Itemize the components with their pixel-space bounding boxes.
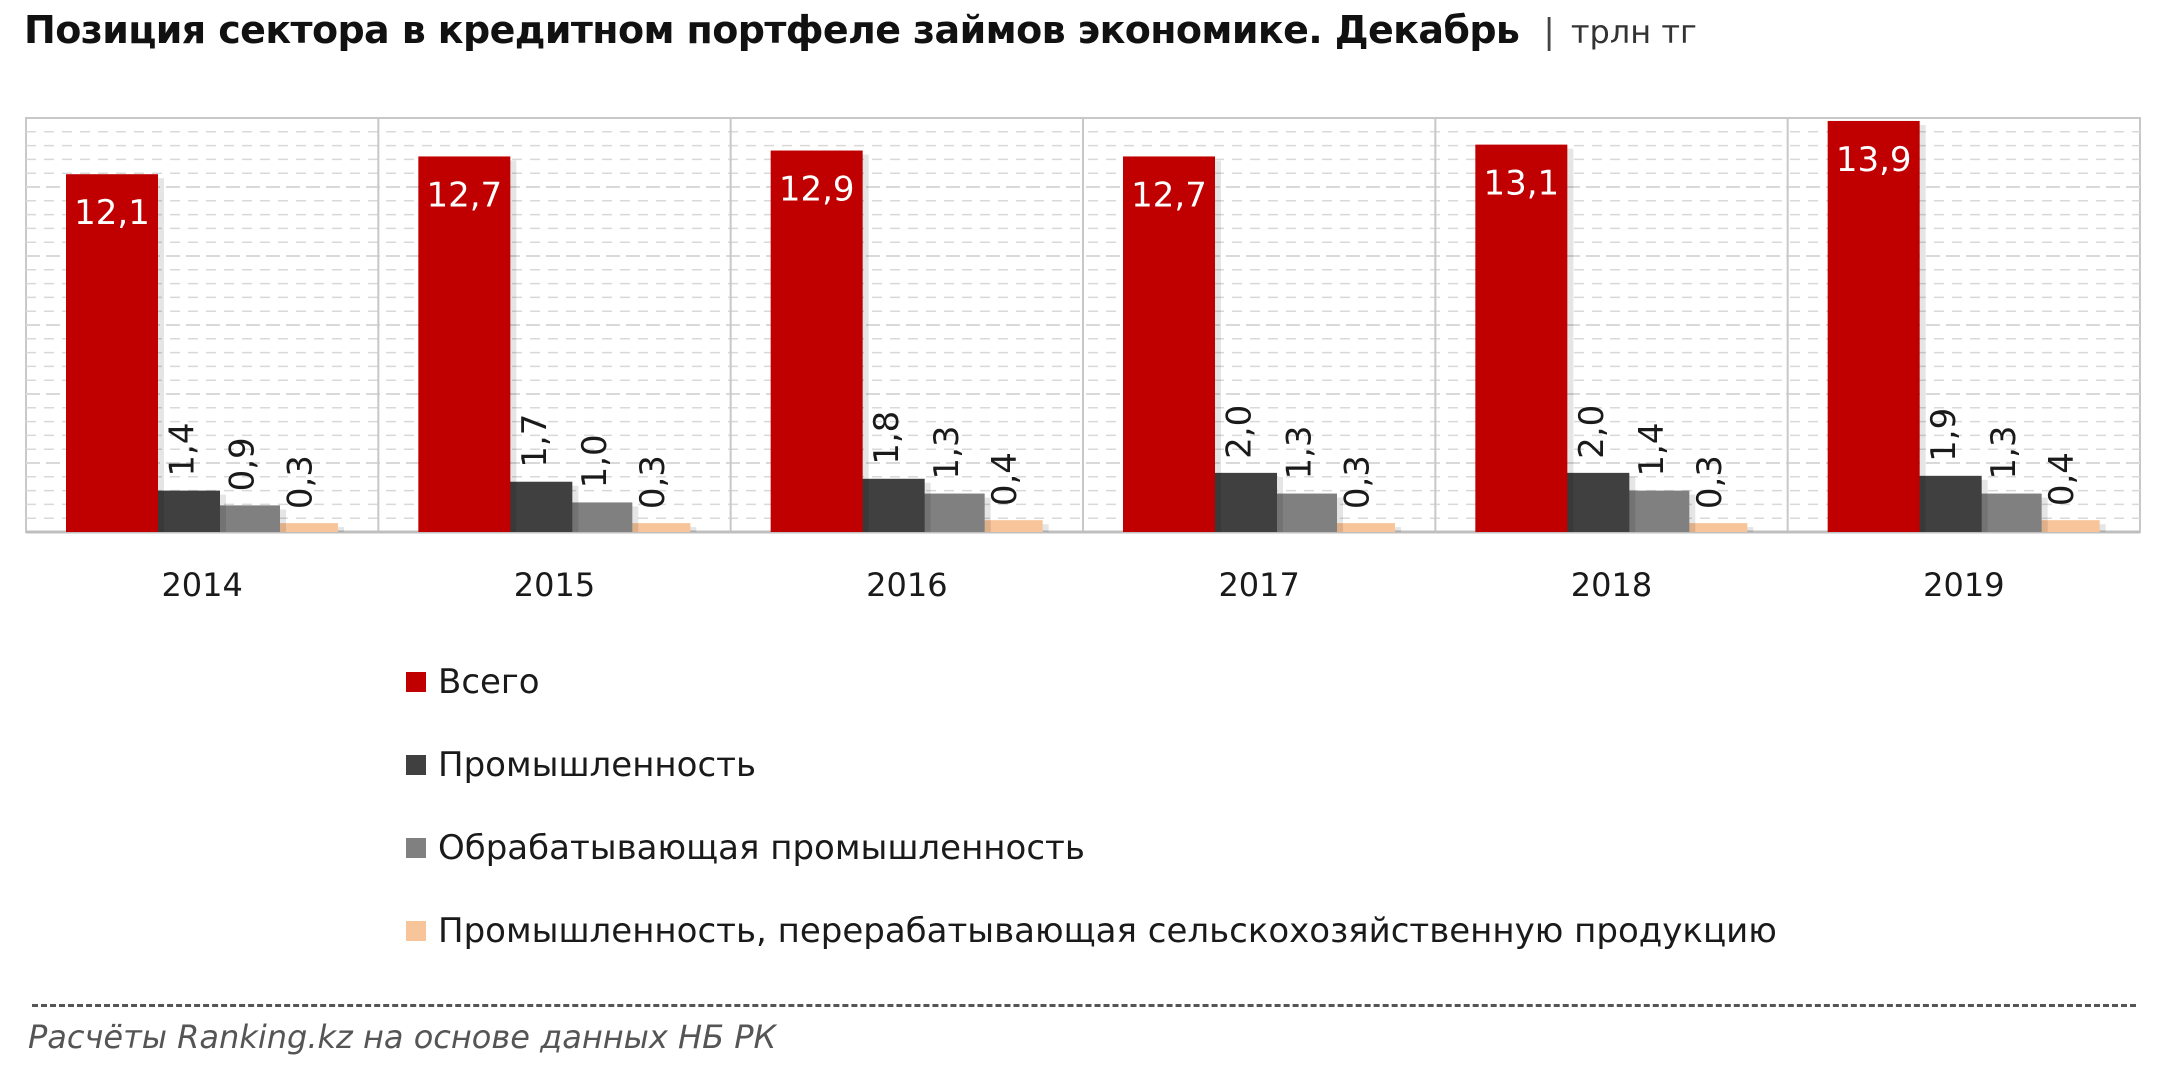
data-label-agro-processing: 0,4 <box>985 452 1025 506</box>
bar-total <box>770 150 863 532</box>
bar-total <box>66 174 158 532</box>
data-label-industry: 2,0 <box>1572 405 1612 459</box>
legend-label-agro-processing: Промышленность, перерабатывающая сельско… <box>438 910 1777 951</box>
legend-item-manufacturing: Обрабатывающая промышленность <box>406 806 1777 889</box>
legend-item-agro-processing: Промышленность, перерабатывающая сельско… <box>406 889 1777 972</box>
x-tick-label: 2018 <box>1571 566 1652 600</box>
legend-swatch-industry <box>406 754 426 775</box>
legend-label-total: Всего <box>438 661 540 702</box>
bar-agro-processing <box>594 523 691 532</box>
data-label-manufacturing: 1,4 <box>1632 423 1672 477</box>
bar-agro-processing <box>1299 523 1395 532</box>
legend-item-industry: Промышленность <box>406 723 1777 806</box>
unit-label: трлн тг <box>1570 13 1697 51</box>
data-label-manufacturing: 1,3 <box>927 425 967 479</box>
chart-legend: Всего Промышленность Обрабатывающая пром… <box>406 640 1777 972</box>
legend-label-industry: Промышленность <box>438 744 757 785</box>
data-label-manufacturing: 1,0 <box>575 434 615 488</box>
bar-agro-processing <box>946 520 1043 532</box>
legend-swatch-manufacturing <box>406 837 426 858</box>
x-tick-label: 2019 <box>1923 566 2004 600</box>
x-tick-label: 2016 <box>866 566 947 600</box>
bar-total <box>1123 156 1215 532</box>
data-label-total: 12,7 <box>426 175 502 215</box>
legend-swatch-total <box>406 671 426 692</box>
bar-agro-processing <box>1651 523 1748 532</box>
source-note: Расчёты Ranking.kz на основе данных НБ Р… <box>28 1018 777 1056</box>
bar-total <box>1827 120 1920 532</box>
bar-agro-processing <box>2003 520 2100 532</box>
bar-total <box>418 156 511 532</box>
chart-title: Позиция сектора в кредитном портфеле зай… <box>24 8 1520 52</box>
data-label-agro-processing: 0,4 <box>2042 452 2082 506</box>
x-tick-label: 2017 <box>1218 566 1299 600</box>
data-label-industry: 1,8 <box>867 411 907 465</box>
data-label-industry: 1,7 <box>515 414 555 468</box>
x-tick-label: 2014 <box>161 566 242 600</box>
bar-agro-processing <box>242 523 338 532</box>
x-tick-label: 2015 <box>514 566 595 600</box>
data-label-agro-processing: 0,3 <box>1690 455 1730 509</box>
data-label-manufacturing: 1,3 <box>1280 425 1320 479</box>
data-label-manufacturing: 0,9 <box>223 437 263 491</box>
data-label-total: 12,1 <box>74 193 150 233</box>
data-label-agro-processing: 0,3 <box>633 455 673 509</box>
title-separator: | <box>1543 12 1555 52</box>
footer-divider <box>32 1004 2136 1007</box>
data-label-industry: 1,9 <box>1924 408 1964 462</box>
data-label-agro-processing: 0,3 <box>281 455 321 509</box>
data-label-total: 12,9 <box>779 170 855 210</box>
data-label-total: 13,9 <box>1836 140 1912 180</box>
bar-chart: 12,1 1,4 0,9 0,3 2014 12,7 1,7 1,0 0,3 2015 12,9 1,… <box>25 117 2141 600</box>
legend-item-total: Всего <box>406 640 1777 723</box>
data-label-manufacturing: 1,3 <box>1984 425 2024 479</box>
legend-label-manufacturing: Обрабатывающая промышленность <box>438 827 1085 868</box>
bar-total <box>1475 144 1568 532</box>
data-label-industry: 1,4 <box>163 423 203 477</box>
data-label-total: 13,1 <box>1483 164 1559 204</box>
data-label-agro-processing: 0,3 <box>1338 455 1378 509</box>
data-label-industry: 2,0 <box>1220 405 1260 459</box>
data-label-total: 12,7 <box>1131 175 1207 215</box>
chart-header: Позиция сектора в кредитном портфеле зай… <box>24 8 1697 68</box>
legend-swatch-agro-processing <box>406 920 426 941</box>
